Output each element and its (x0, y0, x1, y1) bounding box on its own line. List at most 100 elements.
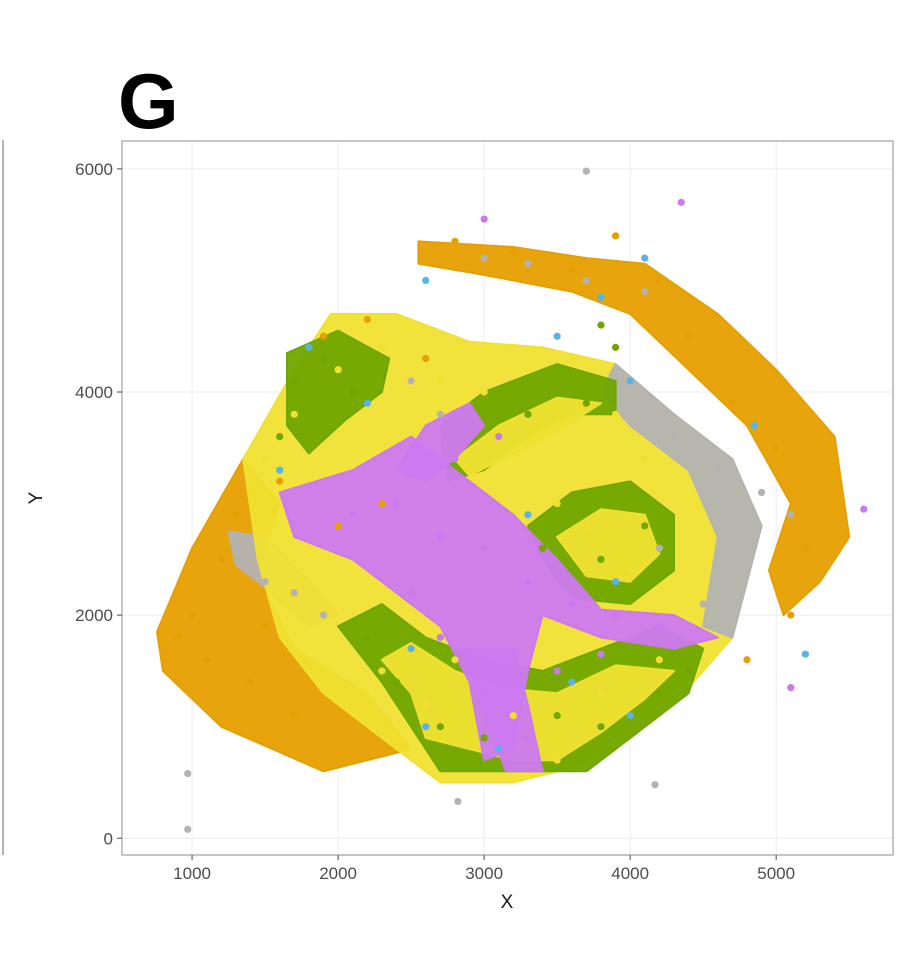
data-point-yellow (290, 410, 298, 418)
data-point-yellow (422, 700, 430, 708)
data-point-purple (611, 611, 620, 619)
data-point-purple (480, 544, 488, 552)
data-point-orange (509, 248, 517, 257)
cluster-region-purple-arm-up (395, 402, 486, 483)
data-point-orange (246, 678, 255, 686)
data-point-grey (407, 377, 415, 385)
data-point-yellow (568, 354, 576, 363)
y-axis-title: Y (26, 491, 47, 504)
data-point-orange (334, 522, 342, 530)
data-point-yellow (509, 711, 517, 720)
data-point-grey (454, 797, 462, 806)
data-point-purple (407, 589, 415, 597)
data-point-yellow (611, 410, 620, 418)
data-point-grey (757, 488, 766, 497)
y-tick-label: 0 (104, 829, 113, 848)
data-point-blue (407, 645, 415, 653)
data-point-green (392, 678, 401, 686)
data-point-green (363, 633, 371, 642)
data-point-orange (422, 354, 430, 363)
data-point-green (597, 555, 605, 563)
data-point-yellow (626, 566, 634, 575)
data-point-yellow (524, 366, 532, 374)
data-point-orange (378, 499, 386, 508)
x-tick-label: 5000 (757, 864, 795, 883)
data-point-purple (787, 684, 795, 692)
x-tick-label: 1000 (173, 864, 211, 883)
tissue-clusters (156, 240, 851, 784)
plot-panel-border (121, 140, 894, 856)
data-point-orange (188, 611, 196, 619)
data-point-grey (436, 410, 444, 418)
data-point-grey (184, 769, 192, 778)
data-point-blue (597, 293, 605, 301)
data-point-green (582, 399, 590, 407)
data-point-purple (480, 215, 488, 223)
data-point-blue (801, 650, 809, 658)
y-tick-label: 6000 (75, 160, 113, 179)
data-point-green (276, 433, 284, 441)
data-point-yellow (480, 388, 488, 396)
data-point-blue (626, 377, 634, 385)
data-point-yellow (597, 689, 605, 697)
data-point-purple (677, 198, 685, 206)
data-point-green (597, 321, 605, 329)
data-point-grey (714, 466, 722, 474)
data-point-yellow (641, 455, 649, 463)
y-tick-label: 2000 (75, 606, 113, 625)
data-point-orange (363, 315, 371, 324)
data-point-blue (626, 711, 634, 720)
cluster-region-top-band (417, 240, 851, 617)
cluster-region-purple-core (278, 435, 719, 762)
data-point-green (641, 522, 649, 530)
data-point-orange (290, 711, 298, 720)
data-point-purple (568, 600, 576, 608)
data-point-orange (772, 444, 780, 452)
cluster-region-yellow-right-inner (556, 508, 661, 583)
data-point-green (319, 354, 328, 363)
data-point-orange (232, 511, 240, 519)
data-point-orange (319, 332, 328, 340)
data-point-grey (319, 611, 328, 619)
data-point-grey (641, 288, 649, 296)
data-point-green (290, 377, 298, 385)
data-point-grey (670, 433, 678, 441)
data-point-green (553, 711, 561, 720)
x-tick-label: 4000 (611, 864, 649, 883)
data-point-orange (801, 544, 809, 552)
data-point-grey (655, 544, 663, 552)
data-point-yellow (334, 366, 342, 374)
data-point-blue (422, 723, 430, 731)
data-point-purple (436, 633, 444, 642)
data-point-purple (524, 578, 532, 586)
data-point-grey (290, 589, 298, 597)
data-point-purple (436, 533, 444, 541)
y-tick-label: 4000 (75, 383, 113, 402)
data-point-grey (582, 167, 590, 175)
cluster-region-grey-rim (600, 363, 763, 639)
data-point-blue (568, 678, 576, 686)
x-tick-label: 3000 (465, 864, 503, 883)
panel-letter: G (118, 57, 179, 145)
data-point-grey (232, 544, 240, 552)
cluster-region-purple-arm-down (461, 647, 544, 773)
x-tick-label: 2000 (319, 864, 357, 883)
data-point-purple (495, 433, 503, 441)
data-point-grey (184, 825, 192, 833)
x-axis-title: X (501, 892, 514, 913)
data-point-yellow (261, 455, 269, 463)
data-point-purple (392, 499, 401, 508)
data-point-green (611, 343, 620, 351)
cluster-region-green-top-left (286, 329, 391, 455)
data-point-orange (728, 399, 736, 407)
data-point-blue (524, 511, 532, 519)
data-point-green (480, 734, 488, 742)
data-point-green (597, 723, 605, 731)
data-point-grey (261, 578, 269, 586)
data-point-purple (480, 689, 488, 697)
data-point-orange (568, 265, 576, 273)
data-point-green (684, 667, 693, 675)
data-point-blue (363, 399, 371, 407)
data-point-blue (305, 343, 313, 351)
data-point-green (538, 544, 547, 552)
